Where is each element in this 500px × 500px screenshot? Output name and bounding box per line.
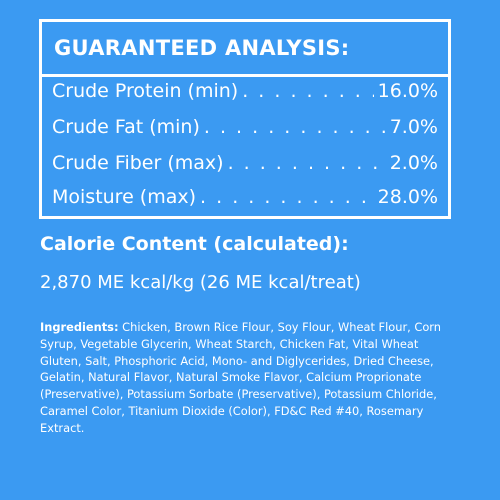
guaranteed-analysis-title: GUARANTEED ANALYSIS: xyxy=(42,22,448,77)
ingredients-text: Chicken, Brown Rice Flour, Soy Flour, Wh… xyxy=(40,320,441,435)
analysis-row-value: 16.0% xyxy=(377,80,438,102)
ingredients-paragraph: Ingredients: Chicken, Brown Rice Flour, … xyxy=(40,319,460,437)
analysis-row-label: Crude Fat (min) xyxy=(52,116,200,138)
analysis-row-moisture: Moisture (max) . . . . . . . . . . . . .… xyxy=(52,186,438,216)
analysis-row-value: 2.0% xyxy=(389,152,438,174)
analysis-row-label: Moisture (max) xyxy=(52,186,197,208)
calorie-content-title: Calorie Content (calculated): xyxy=(40,233,349,255)
analysis-row-dot-leader: . . . . . . . . . . . . . . . . . . . . xyxy=(242,80,373,102)
guaranteed-analysis-box: GUARANTEED ANALYSIS: Crude Protein (min)… xyxy=(39,19,451,219)
analysis-row-value: 7.0% xyxy=(389,116,438,138)
analysis-row-label: Crude Protein (min) xyxy=(52,80,239,102)
calorie-content-value: 2,870 ME kcal/kg (26 ME kcal/treat) xyxy=(40,272,361,293)
analysis-row-dot-leader: . . . . . . . . . . . . . . . . . . . . … xyxy=(203,116,386,138)
ingredients-label: Ingredients: xyxy=(40,320,119,334)
analysis-row-crude-fiber: Crude Fiber (max) . . . . . . . . . . . … xyxy=(52,152,438,182)
analysis-row-value: 28.0% xyxy=(377,186,438,208)
analysis-row-dot-leader: . . . . . . . . . . . . . . . . . . . . … xyxy=(200,186,374,208)
analysis-row-crude-fat: Crude Fat (min) . . . . . . . . . . . . … xyxy=(52,116,438,146)
analysis-row-dot-leader: . . . . . . . . . . . . . . . . . . . . … xyxy=(227,152,386,174)
analysis-row-crude-protein: Crude Protein (min) . . . . . . . . . . … xyxy=(52,80,438,110)
analysis-row-label: Crude Fiber (max) xyxy=(52,152,224,174)
